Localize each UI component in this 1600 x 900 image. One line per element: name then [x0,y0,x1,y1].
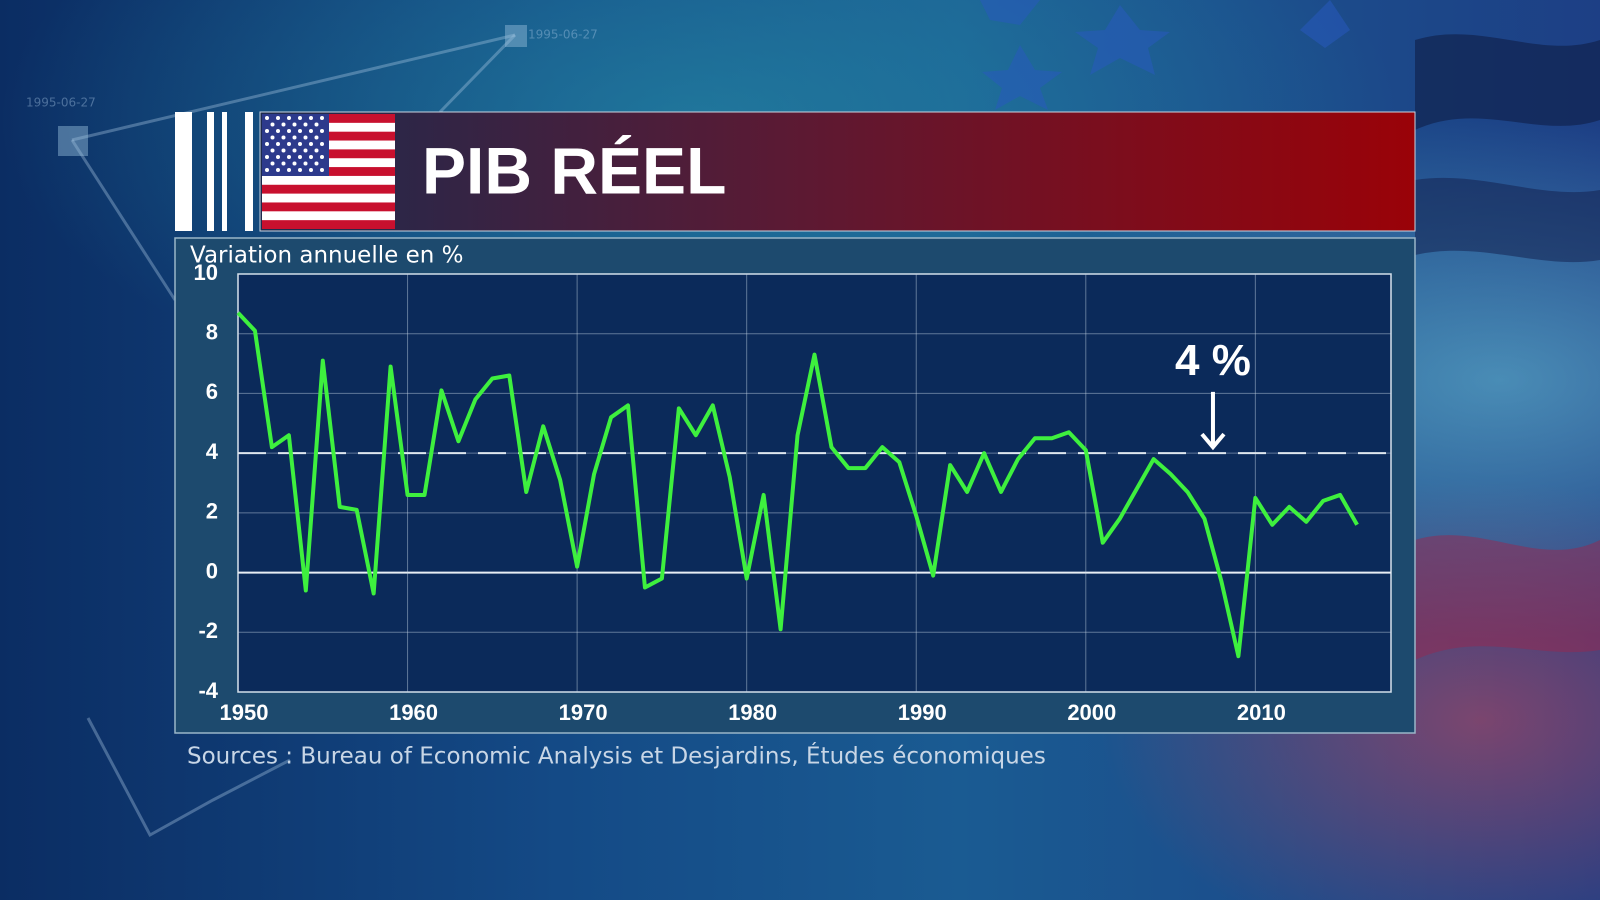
decoration [1415,535,1600,660]
flag-star [292,161,297,166]
y-tick-label: -4 [198,678,218,703]
decoration [70,33,517,838]
flag-star [314,161,319,166]
flag-star [265,116,269,120]
flag-star [309,168,313,172]
flag-star [309,142,313,146]
flag-star [276,129,280,133]
flag-star [270,148,275,153]
data-line [236,311,1359,659]
x-tick-label: 2000 [1067,700,1116,725]
source: Sources : Bureau of Economic Analysis et… [187,742,1046,770]
annotation: 4 % [1175,336,1251,385]
flag-star [287,129,291,133]
annotation-arrow [1200,391,1226,451]
flag-star [320,155,324,159]
x-tick-label: 1980 [728,700,777,725]
flag-star [287,116,291,120]
flag-star [303,135,308,140]
flag-star [281,122,286,127]
flag-star [276,155,280,159]
flag-star [270,161,275,166]
flag-star [298,142,302,146]
flag-star [281,135,286,140]
flag-star [298,116,302,120]
decoration [1415,34,1600,130]
banner-bar [222,112,227,231]
y-axis-label: Variation annuelle en % [190,243,463,269]
flag-star [309,129,313,133]
flag-star [314,122,319,127]
y-tick-label: 10 [194,260,218,285]
flag-stripe [262,184,395,194]
decoration [980,0,1350,110]
decoration [505,25,527,47]
x-tick-label: 1950 [220,700,269,725]
flag-star [292,148,297,153]
y-tick-label: 6 [206,379,218,404]
background-label: 1995-06-27 [528,28,598,42]
y-tick-label: -2 [198,618,218,643]
flag-star [265,155,269,159]
flag-star [265,129,269,133]
flag-stripe [262,202,395,212]
decoration [1415,177,1600,263]
flag-star [292,122,297,127]
banner [259,111,1416,232]
banner-bar [175,112,192,231]
flag-star [281,161,286,166]
flag-star [265,168,269,172]
x-tick-label: 2010 [1237,700,1286,725]
x-tick-label: 1960 [389,700,438,725]
flag-star [314,135,319,140]
flag-star [309,155,313,159]
plot-area [237,273,1392,693]
flag-star [292,135,297,140]
flag-star [281,148,286,153]
flag-star [287,168,291,172]
banner-bar [245,112,253,231]
flag-star [287,142,291,146]
flag-star [298,129,302,133]
flag-star [303,161,308,166]
flag-star [298,168,302,172]
flag-star [320,168,324,172]
flag-star [270,122,275,127]
flag-stripe [262,220,395,229]
title: PIB RÉEL [422,133,726,207]
x-tick-label: 1990 [898,700,947,725]
flag-star [303,148,308,153]
y-tick-label: 2 [206,499,218,524]
flag-star [320,116,324,120]
flag-star [320,129,324,133]
flag-star [303,122,308,127]
y-tick-label: 0 [206,558,218,583]
flag-star [276,142,280,146]
background-label: 1995-06-27 [26,96,96,110]
us-flag [262,114,395,229]
flag-star [265,142,269,146]
flag-star [298,155,302,159]
decoration [58,126,88,156]
flag-star [270,135,275,140]
flag-star [320,142,324,146]
flag-star [276,116,280,120]
flag-star [309,116,313,120]
y-tick-label: 4 [206,439,219,464]
y-tick-label: 8 [206,320,218,345]
banner-bar [207,112,214,231]
x-tick-label: 1970 [559,700,608,725]
flag-star [287,155,291,159]
flag-star [276,168,280,172]
flag-star [314,148,319,153]
